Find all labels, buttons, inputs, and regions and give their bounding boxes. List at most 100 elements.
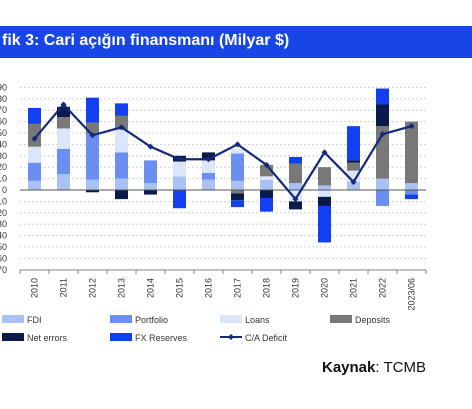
bar-segment bbox=[231, 148, 244, 154]
bar-segment bbox=[289, 183, 302, 190]
y-tick-label: 40 bbox=[0, 139, 7, 149]
bar-segment bbox=[347, 170, 360, 183]
bar-segment bbox=[28, 123, 41, 147]
bar-segment bbox=[231, 180, 244, 190]
x-tick-label: 2010 bbox=[30, 278, 40, 298]
legend-label: Deposits bbox=[355, 315, 391, 325]
bar-segment bbox=[86, 97, 99, 123]
source-label: Kaynak bbox=[322, 359, 376, 376]
bar-segment bbox=[202, 179, 215, 190]
bar-segment bbox=[318, 167, 331, 186]
ca-deficit-point bbox=[321, 149, 328, 156]
chart-title: fik 3: Cari açığın finansmanı (Milyar $) bbox=[2, 32, 290, 49]
bar-segment bbox=[347, 162, 360, 171]
ca-deficit-point bbox=[176, 156, 183, 163]
bar-segment bbox=[173, 190, 186, 209]
legend-swatch bbox=[2, 315, 24, 323]
bar-segment bbox=[318, 205, 331, 243]
bar-segment bbox=[376, 178, 389, 190]
bar-segment bbox=[86, 190, 99, 193]
bar-segment bbox=[318, 196, 331, 206]
legend-swatch bbox=[330, 315, 352, 323]
y-tick-label: -70 bbox=[0, 265, 7, 275]
ca-deficit-point bbox=[263, 161, 270, 168]
bar-segment bbox=[173, 161, 186, 177]
bar-segment bbox=[57, 117, 70, 129]
bar-segment bbox=[260, 176, 273, 180]
x-tick-label: 2011 bbox=[59, 278, 69, 297]
y-tick-label: -60 bbox=[0, 253, 7, 263]
x-tick-label: 2018 bbox=[262, 278, 272, 298]
x-tick-label: 2022 bbox=[378, 278, 388, 298]
bar-segment bbox=[289, 156, 302, 164]
bar-segment bbox=[260, 164, 273, 177]
ca-deficit-line bbox=[33, 102, 412, 201]
y-tick-label: 30 bbox=[0, 151, 7, 161]
bar-segment bbox=[28, 107, 41, 124]
y-tick-label: 80 bbox=[0, 94, 7, 104]
bar-segment bbox=[347, 182, 360, 190]
ca-deficit-point bbox=[147, 143, 154, 150]
legend-swatch bbox=[110, 315, 132, 323]
bar-segment bbox=[289, 201, 302, 210]
legend-label: FX Reserves bbox=[135, 333, 188, 343]
x-tick-label: 2021 bbox=[349, 278, 359, 298]
y-tick-label: 0 bbox=[2, 185, 7, 195]
bar-segment bbox=[115, 178, 128, 190]
legend-line-marker bbox=[228, 334, 234, 340]
bar-segment bbox=[260, 190, 273, 198]
ca-deficit-point bbox=[408, 123, 415, 130]
axis-layer bbox=[19, 189, 427, 274]
legend-swatch bbox=[2, 333, 24, 341]
ca-deficit-point bbox=[292, 196, 299, 203]
bar-segment bbox=[115, 129, 128, 153]
y-tick-label: 50 bbox=[0, 128, 7, 138]
y-tick-label: 10 bbox=[0, 174, 7, 184]
bar-segment bbox=[28, 162, 41, 181]
y-tick-label: 20 bbox=[0, 162, 7, 172]
x-tick-label: 2014 bbox=[146, 278, 156, 298]
y-tick-label: 60 bbox=[0, 117, 7, 127]
bar-segment bbox=[144, 183, 157, 190]
x-tick-label: 2015 bbox=[175, 278, 185, 298]
legend-swatch bbox=[110, 333, 132, 341]
bar-segment bbox=[376, 88, 389, 105]
bar-segment bbox=[376, 190, 389, 206]
bar-segment bbox=[202, 172, 215, 180]
x-tick-label: 2012 bbox=[88, 278, 98, 298]
bar-segment bbox=[347, 126, 360, 161]
y-tick-label: -40 bbox=[0, 231, 7, 241]
legend-label: C/A Deficit bbox=[245, 333, 288, 343]
bar-segment bbox=[289, 190, 302, 202]
bar-layer bbox=[28, 88, 418, 243]
bar-segment bbox=[405, 194, 418, 200]
legend: FDI Portfolio Loans Deposits Net errors FX Re… bbox=[2, 315, 391, 343]
x-tick-label: 2016 bbox=[204, 278, 214, 298]
bar-segment bbox=[86, 134, 99, 180]
bar-segment bbox=[173, 176, 186, 190]
line-layer bbox=[31, 101, 415, 203]
bar-segment bbox=[260, 197, 273, 212]
bar-segment bbox=[318, 185, 331, 190]
bar-segment bbox=[318, 190, 331, 197]
y-tick-label: 90 bbox=[0, 82, 7, 92]
bar-segment bbox=[57, 148, 70, 175]
ca-deficit-point bbox=[60, 101, 67, 108]
bar-segment bbox=[405, 190, 418, 195]
bar-segment bbox=[144, 160, 157, 184]
ca-deficit-point bbox=[205, 156, 212, 163]
bar-segment bbox=[376, 104, 389, 127]
y-tick-label: 70 bbox=[0, 105, 7, 115]
bar-segment bbox=[289, 163, 302, 184]
legend-label: Loans bbox=[245, 315, 270, 325]
bar-segment bbox=[57, 174, 70, 190]
x-tick-label: 2023/06 bbox=[407, 278, 417, 311]
bar-segment bbox=[28, 180, 41, 190]
bar-segment bbox=[57, 106, 70, 118]
ca-deficit-point bbox=[379, 131, 386, 138]
ca-deficit-point bbox=[234, 141, 241, 148]
x-tick-label: 2017 bbox=[233, 278, 243, 298]
bar-segment bbox=[144, 190, 157, 195]
bar-segment bbox=[86, 122, 99, 135]
y-tick-label: -20 bbox=[0, 208, 7, 218]
